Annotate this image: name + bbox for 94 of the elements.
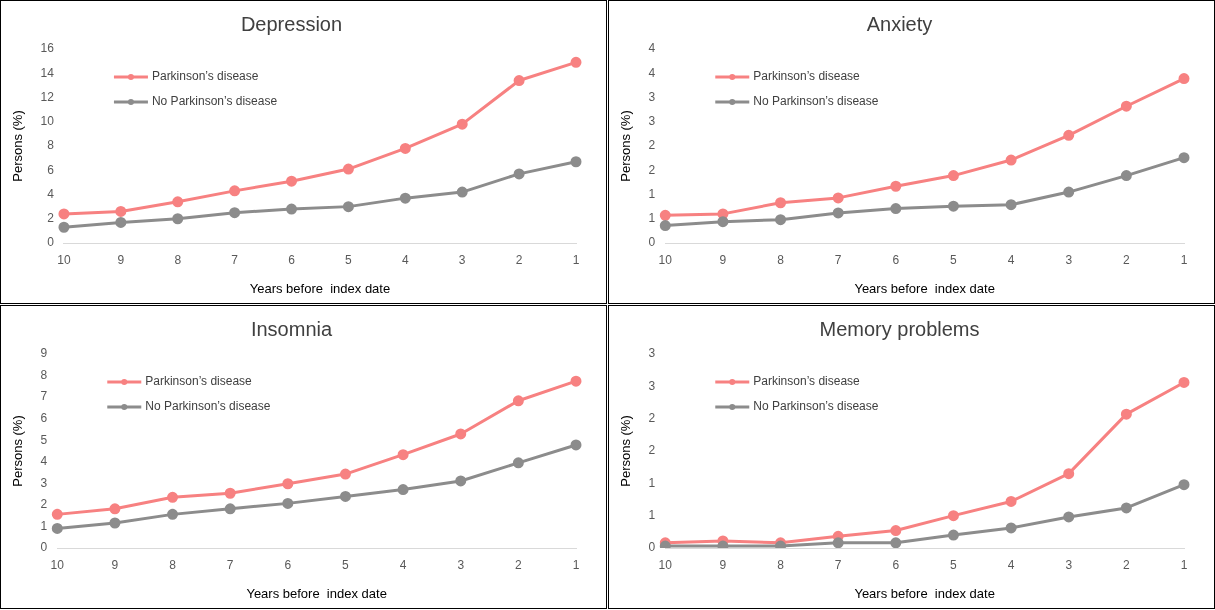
y-tick-label: 12: [40, 89, 55, 104]
y-tick-label: 2: [648, 443, 656, 458]
y-tick-label: 1: [648, 507, 656, 522]
x-tick-label: 1: [1180, 252, 1188, 267]
x-tick-label: 9: [719, 252, 727, 267]
chart-title: Insomnia: [250, 317, 333, 340]
legend-label: No Parkinson’s disease: [753, 94, 879, 109]
x-tick-label: 9: [117, 252, 125, 267]
y-tick-label: 0: [648, 235, 656, 250]
y-tick-label: 4: [648, 65, 656, 80]
x-tick-label: 10: [57, 252, 71, 267]
x-tick-label: 7: [231, 252, 239, 267]
x-tick-label: 9: [111, 557, 119, 572]
y-axis-title: Persons (%): [618, 110, 634, 182]
y-axis-title: Persons (%): [10, 110, 26, 182]
y-axis-title: Persons (%): [10, 415, 26, 487]
x-tick-label: 3: [1065, 252, 1073, 267]
y-axis-title: Persons (%): [618, 415, 634, 487]
x-tick-label: 2: [1123, 557, 1131, 572]
y-tick-label: 4: [47, 186, 55, 201]
chart-title: Memory problems: [819, 317, 980, 340]
y-tick-label: 4: [648, 41, 656, 56]
y-tick-label: 16: [40, 41, 55, 56]
x-tick-label: 3: [457, 557, 465, 572]
x-tick-label: 3: [458, 252, 466, 267]
y-tick-label: 0: [47, 235, 55, 250]
x-tick-label: 8: [174, 252, 182, 267]
x-tick-label: 8: [777, 557, 785, 572]
x-tick-label: 5: [950, 252, 958, 267]
y-tick-label: 3: [648, 378, 656, 393]
x-tick-label: 4: [401, 252, 409, 267]
x-tick-label: 10: [658, 557, 673, 572]
legend-label: Parkinson’s disease: [145, 374, 253, 389]
x-tick-label: 6: [284, 557, 292, 572]
y-tick-label: 6: [40, 410, 48, 425]
x-tick-label: 7: [834, 252, 842, 267]
y-tick-label: 3: [648, 114, 656, 129]
y-tick-label: 1: [648, 186, 656, 201]
x-tick-label: 2: [515, 557, 523, 572]
legend-label: Parkinson’s disease: [753, 374, 861, 389]
chart-title: Depression: [240, 12, 343, 35]
y-tick-label: 4: [40, 454, 48, 469]
x-tick-label: 1: [572, 252, 580, 267]
x-tick-label: 1: [1180, 557, 1188, 572]
x-tick-label: 2: [1123, 252, 1131, 267]
y-tick-label: 2: [648, 162, 656, 177]
x-tick-label: 7: [226, 557, 234, 572]
y-tick-label: 2: [648, 138, 656, 153]
legend-label: Parkinson’s disease: [151, 69, 259, 84]
x-tick-label: 4: [1007, 252, 1015, 267]
x-tick-label: 2: [515, 252, 523, 267]
x-tick-label: 8: [169, 557, 177, 572]
y-tick-label: 2: [40, 497, 48, 512]
x-tick-label: 1: [572, 557, 580, 572]
y-tick-label: 2: [47, 211, 55, 226]
legend-label: No Parkinson’s disease: [145, 399, 271, 414]
x-tick-label: 8: [777, 252, 785, 267]
y-tick-label: 0: [648, 540, 656, 555]
x-tick-label: 4: [399, 557, 407, 572]
y-tick-label: 1: [648, 475, 656, 490]
legend-label: Parkinson’s disease: [753, 69, 861, 84]
x-tick-label: 9: [719, 557, 727, 572]
x-tick-label: 5: [345, 252, 353, 267]
x-tick-label: 5: [342, 557, 350, 572]
x-axis-title: Years before index date: [249, 280, 391, 296]
y-tick-label: 9: [40, 346, 48, 361]
x-tick-label: 5: [950, 557, 958, 572]
x-tick-label: 10: [658, 252, 673, 267]
y-tick-label: 1: [40, 518, 48, 533]
y-tick-label: 0: [40, 540, 48, 555]
legend-label: No Parkinson’s disease: [753, 399, 879, 414]
x-tick-label: 6: [892, 557, 900, 572]
y-tick-label: 14: [40, 65, 55, 80]
y-tick-label: 3: [40, 475, 48, 490]
y-tick-label: 3: [648, 346, 656, 361]
y-tick-label: 10: [40, 114, 55, 129]
y-tick-label: 6: [47, 162, 55, 177]
legend-label: No Parkinson’s disease: [151, 94, 278, 109]
y-tick-label: 1: [648, 211, 656, 226]
y-tick-label: 8: [40, 367, 48, 382]
x-axis-title: Years before index date: [246, 585, 387, 601]
x-tick-label: 6: [288, 252, 296, 267]
x-tick-label: 3: [1065, 557, 1073, 572]
y-tick-label: 5: [40, 432, 48, 447]
x-tick-label: 7: [834, 557, 842, 572]
y-tick-label: 8: [47, 138, 55, 153]
x-axis-title: Years before index date: [854, 585, 995, 601]
y-tick-label: 2: [648, 410, 656, 425]
x-tick-label: 4: [1007, 557, 1015, 572]
x-tick-label: 6: [892, 252, 900, 267]
chart-title: Anxiety: [866, 12, 933, 35]
x-axis-title: Years before index date: [854, 280, 995, 296]
y-tick-label: 7: [40, 389, 48, 404]
y-tick-label: 3: [648, 89, 656, 104]
